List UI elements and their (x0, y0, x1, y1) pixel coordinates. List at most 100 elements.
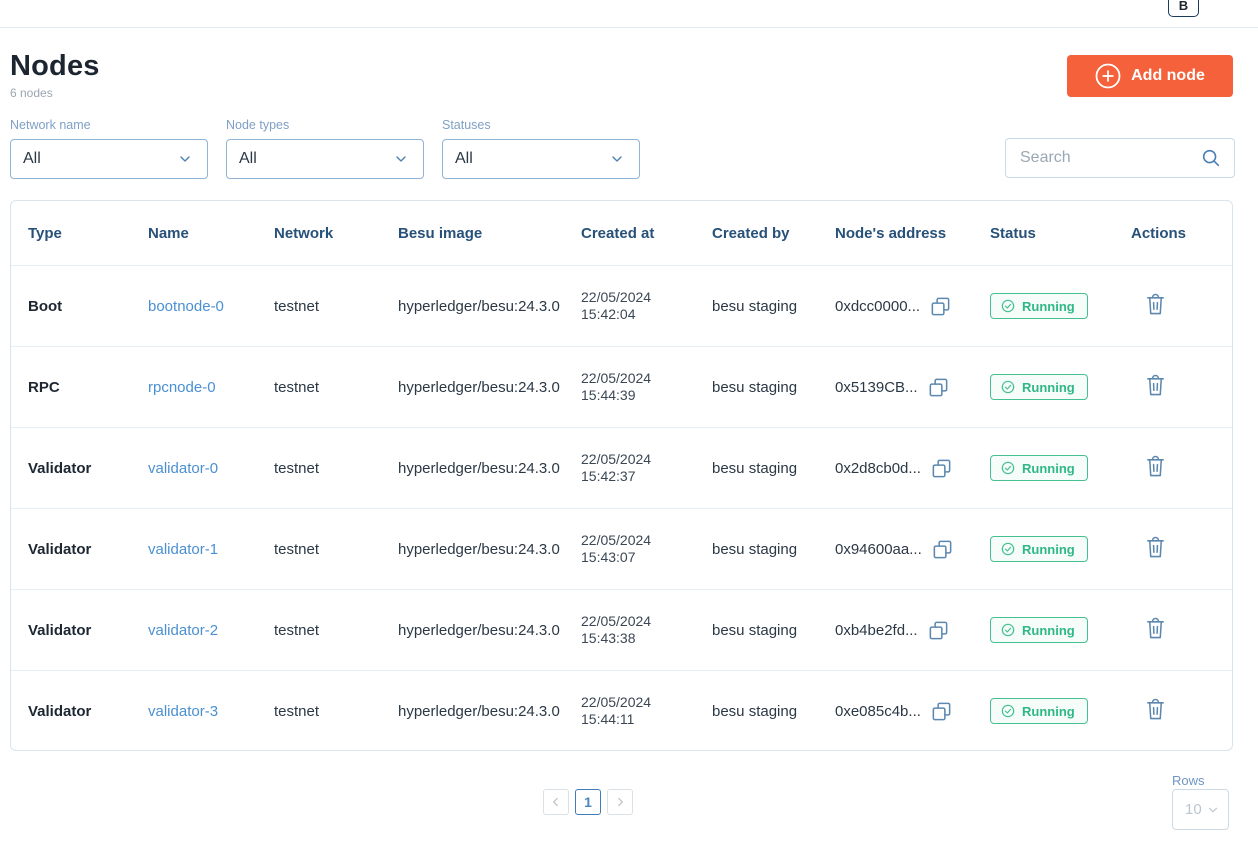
column-header-type: Type (28, 224, 62, 242)
node-created-at: 22/05/2024 15:42:37 (581, 451, 712, 485)
chevron-down-icon (609, 151, 625, 167)
table-row: Validator validator-1 testnet hyperledge… (11, 508, 1232, 589)
node-type: Validator (28, 459, 92, 477)
node-created-at: 22/05/2024 15:43:38 (581, 613, 712, 647)
node-address: 0xe085c4b... (835, 702, 921, 720)
node-network: testnet (274, 702, 320, 720)
copy-address-button[interactable] (930, 700, 953, 723)
copy-icon (930, 457, 953, 480)
page-header: Nodes 6 nodes (10, 50, 100, 100)
table-row: Boot bootnode-0 testnet hyperledger/besu… (11, 265, 1232, 346)
add-node-button[interactable]: Add node (1067, 55, 1233, 97)
delete-node-button[interactable] (1145, 455, 1166, 478)
column-header-network: Network (274, 224, 334, 242)
rows-per-page-value: 10 (1185, 801, 1202, 818)
node-network: testnet (274, 540, 320, 558)
node-types-select[interactable]: All (226, 139, 424, 179)
node-name-link[interactable]: validator-2 (148, 621, 219, 639)
node-created-by: besu staging (712, 621, 798, 639)
node-besu-image: hyperledger/besu:24.3.0 (398, 621, 560, 639)
node-network: testnet (274, 621, 320, 639)
node-created-at: 22/05/2024 15:44:11 (581, 694, 712, 728)
delete-node-button[interactable] (1145, 374, 1166, 397)
search-box (1005, 138, 1235, 178)
node-address: 0x5139CB... (835, 378, 918, 396)
delete-node-button[interactable] (1145, 536, 1166, 559)
created-date: 22/05/2024 (581, 694, 652, 710)
node-name-link[interactable]: validator-1 (148, 540, 219, 558)
chevron-right-icon (613, 795, 627, 809)
status-badge: Running (990, 293, 1088, 319)
copy-icon (929, 295, 952, 318)
previous-page-button[interactable] (543, 789, 569, 815)
column-header-besu-image: Besu image (398, 224, 483, 242)
status-badge: Running (990, 536, 1088, 562)
delete-node-button[interactable] (1145, 617, 1166, 640)
table-row: Validator validator-0 testnet hyperledge… (11, 427, 1232, 508)
node-network: testnet (274, 378, 320, 396)
node-name-link[interactable]: bootnode-0 (148, 297, 224, 315)
node-name-link[interactable]: rpcnode-0 (148, 378, 216, 396)
node-address: 0xdcc0000... (835, 297, 921, 315)
node-name-link[interactable]: validator-0 (148, 459, 219, 477)
trash-icon (1145, 617, 1166, 640)
rows-per-page-select[interactable]: 10 (1172, 789, 1229, 830)
trash-icon (1145, 455, 1166, 478)
plus-circle-icon (1095, 63, 1121, 89)
column-header-created-at: Created at (581, 224, 655, 242)
status-label: Running (1022, 622, 1075, 638)
node-types-value: All (239, 150, 257, 167)
node-besu-image: hyperledger/besu:24.3.0 (398, 702, 560, 720)
column-header-node-address: Node's address (835, 224, 947, 242)
node-created-at: 22/05/2024 15:44:39 (581, 370, 712, 404)
node-created-at: 22/05/2024 15:42:04 (581, 289, 712, 323)
status-badge: Running (990, 617, 1088, 643)
filter-node-types: Node types All (226, 118, 424, 179)
check-circle-icon (1000, 460, 1016, 476)
add-node-label: Add node (1131, 67, 1205, 84)
table-row: RPC rpcnode-0 testnet hyperledger/besu:2… (11, 346, 1232, 427)
search-input[interactable] (1020, 149, 1200, 167)
copy-address-button[interactable] (927, 376, 950, 399)
node-type: Boot (28, 297, 63, 315)
created-date: 22/05/2024 (581, 451, 652, 467)
node-address: 0xb4be2fd... (835, 621, 918, 639)
chevron-down-icon (393, 151, 409, 167)
status-label: Running (1022, 379, 1075, 395)
rows-per-page-label: Rows (1172, 773, 1205, 788)
trash-icon (1145, 293, 1166, 316)
statuses-select[interactable]: All (442, 139, 640, 179)
node-count: 6 nodes (10, 86, 53, 100)
node-types-label: Node types (226, 118, 290, 132)
created-time: 15:42:04 (581, 306, 636, 322)
delete-node-button[interactable] (1145, 293, 1166, 316)
copy-address-button[interactable] (931, 538, 954, 561)
copy-address-button[interactable] (930, 457, 953, 480)
node-besu-image: hyperledger/besu:24.3.0 (398, 459, 560, 477)
network-name-select[interactable]: All (10, 139, 208, 179)
nodes-table: Type Name Network Besu image Created at … (10, 200, 1233, 751)
column-header-name: Name (148, 224, 189, 242)
copy-address-button[interactable] (929, 295, 952, 318)
delete-node-button[interactable] (1145, 698, 1166, 721)
table-row: Validator validator-2 testnet hyperledge… (11, 589, 1232, 670)
created-date: 22/05/2024 (581, 289, 652, 305)
network-name-label: Network name (10, 118, 91, 132)
profile-button[interactable]: B (1168, 0, 1199, 17)
next-page-button[interactable] (607, 789, 633, 815)
status-label: Running (1022, 298, 1075, 314)
search-icon[interactable] (1200, 147, 1222, 169)
node-besu-image: hyperledger/besu:24.3.0 (398, 540, 560, 558)
node-besu-image: hyperledger/besu:24.3.0 (398, 297, 560, 315)
check-circle-icon (1000, 703, 1016, 719)
column-header-status: Status (990, 224, 1036, 242)
column-header-created-by: Created by (712, 224, 790, 242)
copy-icon (930, 700, 953, 723)
node-created-by: besu staging (712, 378, 798, 396)
copy-address-button[interactable] (927, 619, 950, 642)
page-number-button[interactable]: 1 (575, 789, 601, 815)
created-time: 15:44:39 (581, 387, 636, 403)
created-time: 15:44:11 (581, 711, 635, 727)
node-name-link[interactable]: validator-3 (148, 702, 219, 720)
node-type: Validator (28, 702, 92, 720)
